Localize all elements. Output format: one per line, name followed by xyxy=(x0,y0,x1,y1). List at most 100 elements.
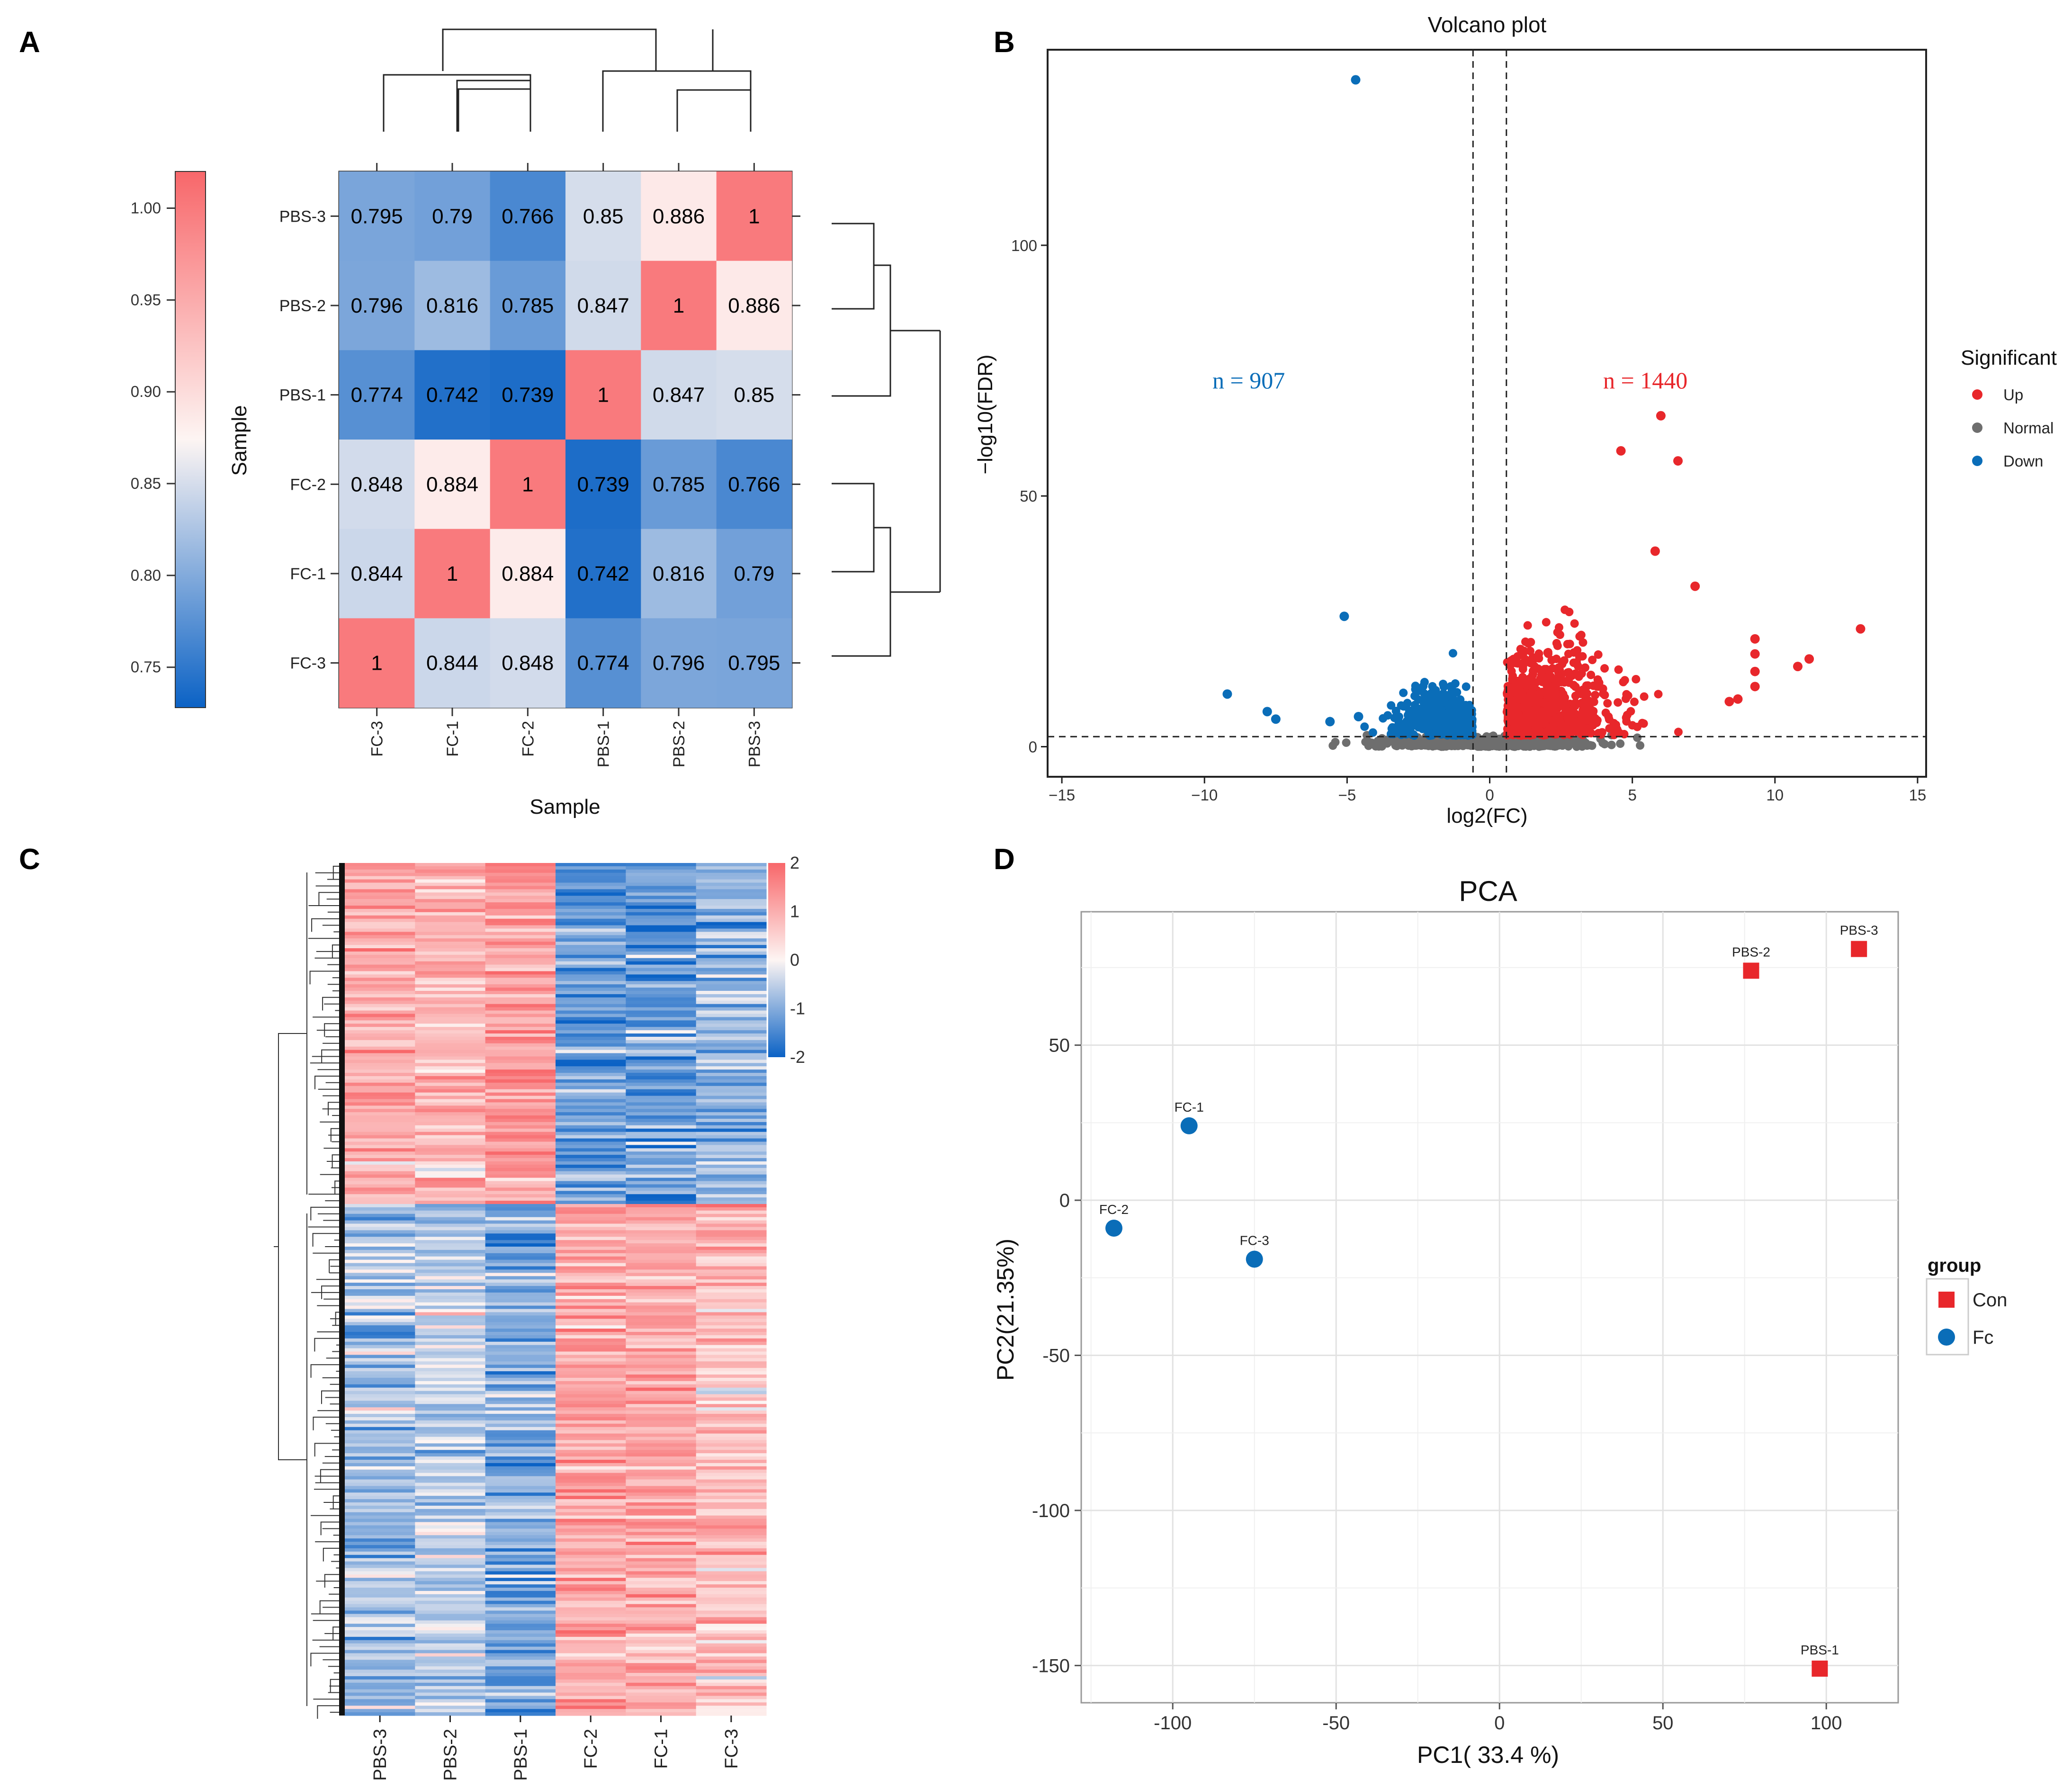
expression-cell xyxy=(415,1187,486,1191)
expression-cell xyxy=(696,1499,767,1503)
legend-con-marker xyxy=(1938,1292,1955,1308)
expression-cell xyxy=(415,1046,486,1051)
expression-col-label: FC-2 xyxy=(581,1729,601,1769)
expression-cell xyxy=(696,951,767,955)
expression-cell xyxy=(485,1266,556,1270)
heatmap-cell xyxy=(339,618,415,708)
expression-cell xyxy=(485,997,556,1001)
expression-cell xyxy=(556,1590,626,1595)
expression-cell xyxy=(485,1607,556,1611)
expression-cell xyxy=(696,1640,767,1644)
expression-cell xyxy=(696,1329,767,1332)
expression-cell xyxy=(485,1473,556,1477)
expression-cell xyxy=(696,968,767,972)
expression-cell xyxy=(556,1617,626,1621)
expression-cell xyxy=(696,1115,767,1119)
expression-cell xyxy=(415,1319,486,1322)
volcano-normal-point xyxy=(1489,731,1498,740)
expression-cell xyxy=(556,1656,626,1660)
expression-cell xyxy=(696,1411,767,1414)
expression-cell xyxy=(485,1043,556,1047)
volcano-up-point xyxy=(1597,728,1606,737)
volcano-x-tick-label: −5 xyxy=(1338,786,1356,804)
expression-cell xyxy=(626,1105,697,1109)
expression-cell xyxy=(415,1276,486,1280)
expression-cell xyxy=(696,1141,767,1145)
expression-cell xyxy=(345,1240,415,1244)
expression-colorbar-label: -1 xyxy=(790,999,805,1018)
expression-cell xyxy=(696,1243,767,1247)
volcano-down-point xyxy=(1410,701,1419,710)
expression-cell xyxy=(626,1607,697,1611)
expression-cell xyxy=(345,1151,415,1155)
volcano-y-tick-label: 0 xyxy=(1029,738,1037,755)
expression-cell xyxy=(485,1423,556,1428)
expression-cell xyxy=(626,1460,697,1464)
expression-cell xyxy=(696,1401,767,1404)
expression-cell xyxy=(626,1476,697,1480)
expression-cell xyxy=(696,1112,767,1116)
expression-cell xyxy=(345,991,415,995)
expression-cell xyxy=(485,1532,556,1536)
expression-cell xyxy=(626,1102,697,1106)
expression-cell xyxy=(626,1017,697,1021)
expression-cell xyxy=(345,1689,415,1693)
expression-cell xyxy=(415,1135,486,1139)
volcano-up-point xyxy=(1550,687,1559,696)
pca-x-tick-label: 100 xyxy=(1811,1713,1842,1734)
heatmap-cell-value: 0.848 xyxy=(502,652,554,675)
expression-cell xyxy=(626,1082,697,1087)
heatmap-row-label: FC-2 xyxy=(290,476,326,494)
expression-cell xyxy=(485,1578,556,1581)
volcano-up-point xyxy=(1530,718,1539,727)
volcano-normal-point xyxy=(1331,737,1340,746)
expression-heatmap-cells xyxy=(345,863,767,1716)
heatmap-cell xyxy=(339,529,415,619)
expression-cell xyxy=(485,1024,556,1027)
expression-cell xyxy=(626,1141,697,1145)
expression-cell xyxy=(626,1027,697,1031)
expression-cell xyxy=(696,889,767,893)
expression-cell xyxy=(345,1213,415,1218)
expression-cell xyxy=(345,1115,415,1119)
expression-cell xyxy=(556,1020,626,1024)
expression-cell xyxy=(696,1256,767,1260)
expression-cell xyxy=(485,1305,556,1310)
expression-cell xyxy=(556,1155,626,1159)
volcano-up-point xyxy=(1515,694,1524,703)
expression-cell xyxy=(485,1056,556,1060)
expression-cell xyxy=(415,1387,486,1392)
expression-cell xyxy=(415,1368,486,1372)
expression-cell xyxy=(415,984,486,988)
expression-cell xyxy=(556,1525,626,1529)
expression-cell xyxy=(485,1548,556,1552)
expression-cell xyxy=(556,872,626,877)
expression-cell xyxy=(556,1010,626,1015)
expression-cell xyxy=(556,1528,626,1532)
expression-cell xyxy=(556,1138,626,1142)
expression-cell xyxy=(485,1302,556,1306)
expression-cell xyxy=(345,1545,415,1549)
expression-cell xyxy=(626,1263,697,1267)
expression-cell xyxy=(626,1646,697,1651)
expression-cell xyxy=(415,1345,486,1349)
expression-cell xyxy=(485,1358,556,1362)
expression-cell xyxy=(345,994,415,998)
expression-cell xyxy=(556,991,626,995)
expression-cell xyxy=(556,1394,626,1398)
volcano-up-point xyxy=(1519,703,1528,712)
expression-cell xyxy=(345,1073,415,1077)
expression-cell xyxy=(485,1663,556,1667)
expression-cell xyxy=(415,1122,486,1126)
expression-cell xyxy=(556,1259,626,1264)
expression-cell xyxy=(485,896,556,899)
expression-cell xyxy=(415,915,486,919)
volcano-up-point xyxy=(1559,690,1568,699)
expression-cell xyxy=(696,1227,767,1231)
expression-cell xyxy=(485,863,556,867)
heatmap-col-label: PBS-1 xyxy=(595,721,613,767)
expression-cell xyxy=(556,1171,626,1175)
volcano-normal-point xyxy=(1521,742,1530,751)
heatmap-cell xyxy=(490,350,566,440)
